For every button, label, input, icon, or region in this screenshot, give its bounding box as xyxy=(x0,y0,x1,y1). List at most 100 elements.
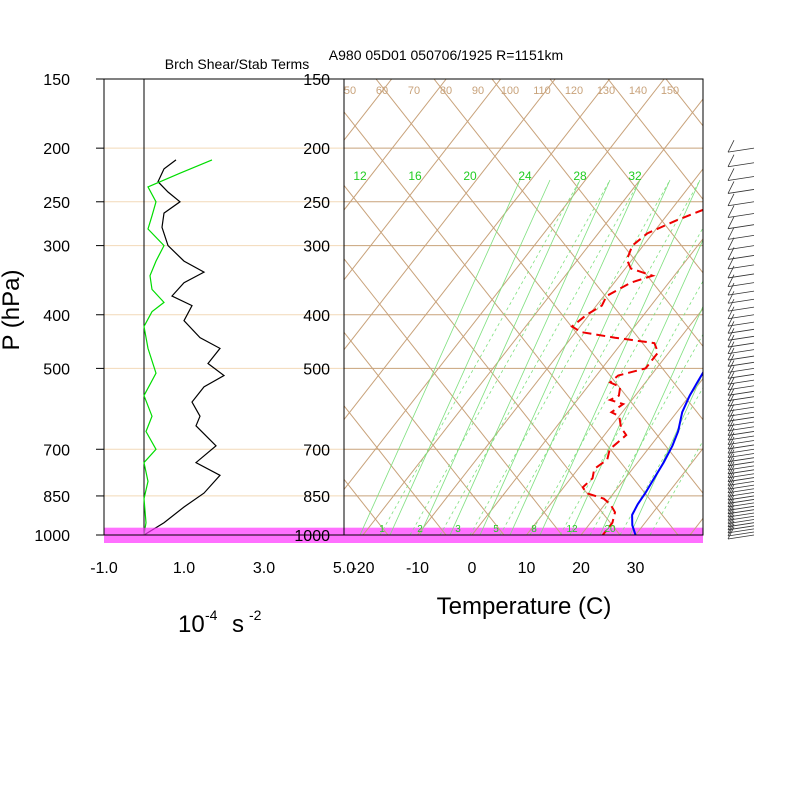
wind-barb-staff xyxy=(727,213,755,218)
wind-barb-flag xyxy=(727,227,735,240)
wind-barb-flag xyxy=(727,523,735,537)
skewt-mixing-ratio-line xyxy=(499,179,701,535)
wind-barb xyxy=(727,517,755,531)
wind-barb-flag xyxy=(727,360,735,373)
y-axis-label: P (hPa) xyxy=(0,270,25,351)
wind-barb-flag xyxy=(727,504,735,518)
wind-barb-flag xyxy=(727,321,735,334)
wind-barb xyxy=(727,526,755,540)
unit-exponent: -4 xyxy=(205,607,218,623)
wind-barb-flag xyxy=(727,491,735,504)
wind-barb-flag xyxy=(727,328,735,341)
wind-barb-flag xyxy=(727,520,735,534)
right-y-tick-label: 500 xyxy=(303,361,330,378)
dewpoint-profile-line xyxy=(570,208,703,535)
wind-barb-flag xyxy=(727,526,735,540)
wind-barb-staff xyxy=(727,224,755,230)
wind-barb xyxy=(727,494,755,508)
skewt-moist-adiabat xyxy=(539,179,701,535)
wind-barb-flag xyxy=(727,501,735,514)
skewt-dry-adiabat xyxy=(549,79,703,274)
wind-barb xyxy=(727,423,755,436)
wind-barb xyxy=(727,205,755,218)
right-y-tick-label: 850 xyxy=(303,489,330,506)
skewt-isotherm xyxy=(344,79,502,281)
wind-barb-flag xyxy=(727,256,735,270)
skewt-moist-adiabat xyxy=(359,179,521,535)
right-y-tick-label: 1000 xyxy=(294,528,330,545)
wind-barb-flag xyxy=(727,457,735,471)
wind-barb-column xyxy=(727,139,755,540)
mixing-ratio-label: 28 xyxy=(573,169,587,183)
wind-barb xyxy=(727,306,755,320)
left-y-tick-label: 850 xyxy=(43,489,70,506)
wind-barb xyxy=(727,328,755,341)
left-y-tick-label: 400 xyxy=(43,308,70,325)
wind-barb-staff xyxy=(727,396,755,402)
skewt-isotherm xyxy=(635,447,703,535)
skewt-moist-adiabat xyxy=(569,238,703,535)
mixing-ratio-label: 20 xyxy=(463,169,477,183)
wind-barb-flag xyxy=(727,377,735,390)
wind-barb xyxy=(727,498,755,511)
wind-barb xyxy=(727,383,755,396)
wind-barb-staff xyxy=(727,411,755,417)
wind-barb-flag xyxy=(727,418,735,431)
left-y-tick-label: 300 xyxy=(43,239,70,256)
skewt-dry-adiabat xyxy=(344,478,389,535)
right-x-tick-label: -20 xyxy=(351,560,374,577)
wind-barb-staff xyxy=(727,426,755,432)
wind-barb-flag xyxy=(727,247,735,260)
mixing-ratio-bottom-label: 3 xyxy=(455,524,461,535)
wind-barb-staff xyxy=(727,525,755,531)
wind-barb-staff xyxy=(727,264,755,270)
skewt-moist-adiabat xyxy=(479,179,641,535)
wind-barb-flag xyxy=(727,517,735,530)
mixing-ratio-bottom-label: 5 xyxy=(493,524,499,535)
left-panel-title: Brch Shear/Stab Terms xyxy=(165,56,309,72)
wind-barb-staff xyxy=(727,431,755,436)
left-y-tick-labels: 150 200 250 300 400 500 700 850 1000 xyxy=(34,72,104,545)
wind-barb-flag xyxy=(727,476,735,490)
wind-barb-flag xyxy=(727,205,735,218)
isotherm-label: 110 xyxy=(533,85,551,97)
wind-barb-staff xyxy=(727,406,755,412)
wind-barb-staff xyxy=(727,367,755,373)
wind-barb xyxy=(727,520,755,534)
mixing-ratio-bottom-label: 1 xyxy=(379,524,385,535)
wind-barb-staff xyxy=(727,401,755,407)
wind-barb-flag xyxy=(727,237,735,250)
wind-barb-staff xyxy=(727,528,755,534)
isotherm-label: 60 xyxy=(376,85,388,97)
skewt-isotherm xyxy=(344,79,665,491)
wind-barb-staff xyxy=(727,505,755,511)
mixing-ratio-bottom-label: 20 xyxy=(604,524,616,535)
wind-barb-staff xyxy=(727,328,755,334)
left-y-tick-label: 250 xyxy=(43,195,70,212)
wind-barb xyxy=(727,139,755,153)
right-x-tick-label: -10 xyxy=(406,560,429,577)
wind-barb-flag xyxy=(727,398,735,412)
skewt-dry-adiabat xyxy=(344,184,621,535)
wind-barb-staff xyxy=(727,335,755,341)
skewt-dry-adiabat xyxy=(491,79,703,348)
wind-barb-staff xyxy=(727,361,755,367)
wind-barb-flag xyxy=(727,449,735,462)
skewt-isotherm xyxy=(689,517,703,535)
left-y-tick-label: 150 xyxy=(43,72,70,89)
left-y-tick-label: 700 xyxy=(43,442,70,459)
right-x-tick-label: 10 xyxy=(518,560,536,577)
skewt-mixing-ratio-line xyxy=(469,179,671,535)
wind-barb-staff xyxy=(727,147,755,153)
wind-barb xyxy=(727,491,755,504)
wind-barb-flag xyxy=(727,494,735,508)
wind-barb xyxy=(727,193,755,207)
wind-barb-staff xyxy=(727,495,755,501)
wind-barb-flag xyxy=(727,313,735,327)
wind-barb xyxy=(727,360,755,373)
skewt-dry-adiabat xyxy=(665,79,703,127)
wind-barb xyxy=(727,523,755,537)
skewt-series-group xyxy=(570,208,703,535)
skewt-mixing-ratio-line xyxy=(589,333,703,535)
wind-barb-flag xyxy=(727,441,735,454)
